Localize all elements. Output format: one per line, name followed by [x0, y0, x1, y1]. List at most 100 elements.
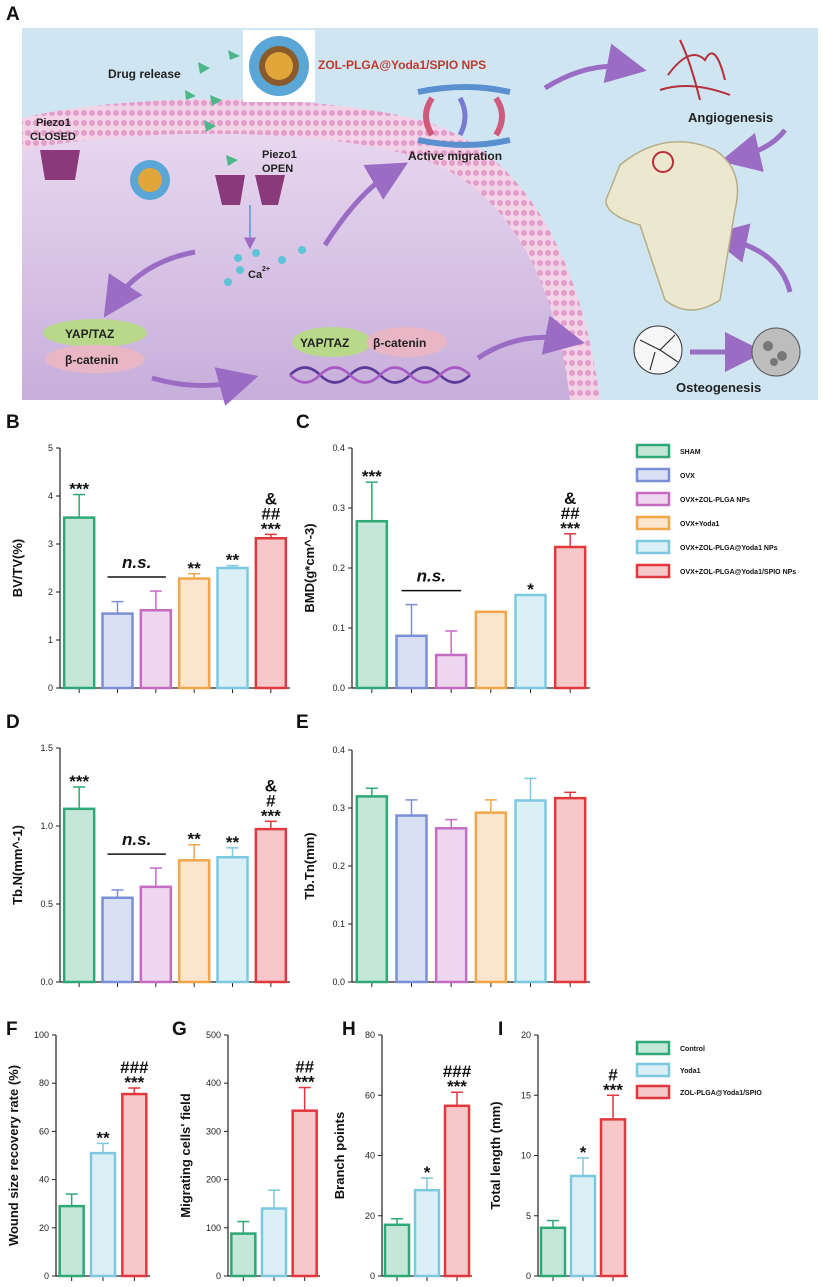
y-tick-label: 0.4 [332, 745, 345, 755]
y-tick-label: 0.4 [332, 443, 345, 453]
bar-c-1 [395, 634, 428, 690]
chart-panel-g: G 0 100 200 300 400 500 Migrating cells' field *… [172, 1019, 320, 1281]
legend-label-top-1: OVX [680, 473, 695, 480]
beta-catenin-label-2: β-catenin [373, 336, 426, 350]
significance-label: *** [261, 519, 281, 538]
schematic-panel: A ZOL-PLGA@Yoda1/SPIO NPS Drug release P… [6, 4, 818, 406]
significance-label: *** [261, 806, 281, 825]
y-tick-label: 3 [48, 539, 53, 549]
yap-taz-badge-2 [292, 327, 372, 357]
bar-f-2 [121, 1092, 148, 1278]
chart-panel-c: C0.00.10.20.30.4BMD(g*cm^-3)*******##&n.… [296, 412, 590, 693]
y-tick-label: 0.1 [332, 919, 345, 929]
pathway-arrows [103, 43, 793, 406]
significance-label: * [580, 1143, 587, 1162]
y-tick-label: 0 [526, 1271, 531, 1281]
y-axis-label: BV/TV(%) [10, 539, 25, 598]
significance-label: ** [226, 551, 240, 570]
angiogenesis-label: Angiogenesis [688, 110, 773, 125]
chart-panel-e: E 0.0 0.1 0.2 0.3 0.4 Tb.Tn(mm) [296, 712, 590, 987]
y-tick-label: 5 [526, 1211, 531, 1221]
piezo-closed-label-1: Piezo1 [36, 117, 71, 129]
chart-panel-f: F 0 20 40 60 80 100 Wound size recovery rate (%… [6, 1019, 150, 1281]
y-tick-label: 0 [48, 683, 53, 693]
legend-swatch-bottom-0 [635, 1040, 671, 1056]
y-tick-label: 0.0 [332, 977, 345, 987]
panel-letter-i: I [498, 1019, 503, 1040]
np-title: ZOL-PLGA@Yoda1/SPIO NPS [318, 58, 486, 72]
significance-label: ** [188, 559, 202, 578]
bar-c-3 [474, 610, 508, 690]
significance-label: *** [295, 1073, 315, 1092]
bar-b-4 [216, 566, 249, 690]
bar-c-4 [514, 593, 547, 690]
bar-d-3 [177, 859, 211, 984]
y-tick-label: 20 [521, 1030, 531, 1040]
yap-taz-label-1: YAP/TAZ [65, 327, 114, 341]
y-tick-label: 0.5 [40, 899, 53, 909]
bar-f-1 [89, 1151, 117, 1278]
y-tick-label: 15 [521, 1090, 531, 1100]
bar-g-1 [260, 1207, 288, 1278]
legend-label-top-5: OVX+ZOL-PLGA@Yoda1/SPIO NPs [680, 569, 796, 576]
ns-label: n.s. [122, 830, 151, 849]
piezo-closed-label-2: CLOSED [30, 131, 76, 143]
y-axis-label: BMD(g*cm^-3) [302, 523, 317, 612]
bar-b-1 [101, 612, 134, 690]
y-tick-label: 0.1 [332, 623, 345, 633]
panel-letter-b: B [6, 412, 20, 433]
y-axis-label: Migrating cells' field [178, 1093, 193, 1218]
legends-layer: SHAM OVX OVX+ZOL-PLGA NPs OVX+Yoda1 OVX+ZOL-… [635, 443, 796, 1100]
bar-e-3 [474, 811, 508, 984]
bar-d-1 [101, 896, 134, 984]
y-tick-label: 0.0 [40, 977, 53, 987]
bar-e-0 [355, 795, 389, 984]
bar-e-1 [395, 814, 428, 984]
bar-c-2 [434, 653, 468, 690]
skull-icon [605, 141, 739, 311]
bar-g-0 [230, 1232, 257, 1278]
piezo-closed-icon [40, 150, 80, 180]
significance-label: & [265, 776, 277, 795]
bar-i-0 [539, 1226, 567, 1278]
significance-label: ** [96, 1128, 110, 1147]
migration-icon [417, 84, 511, 148]
calcium-superscript: 2+ [262, 266, 270, 273]
bar-c-0 [355, 519, 389, 690]
bar-h-2 [443, 1104, 471, 1278]
significance-label: *** [69, 772, 89, 791]
significance-label: *** [124, 1073, 144, 1092]
yap-taz-label-2: YAP/TAZ [300, 336, 349, 350]
bar-d-4 [216, 855, 249, 984]
y-tick-label: 100 [34, 1030, 49, 1040]
y-axis-label: Tb.Tn(mm) [302, 832, 317, 899]
y-tick-label: 4 [48, 491, 53, 501]
y-tick-label: 10 [521, 1151, 531, 1161]
panel-letter-f: F [6, 1019, 18, 1040]
significance-label: ## [261, 504, 280, 523]
bar-d-0 [62, 807, 96, 984]
significance-label: *** [69, 480, 89, 499]
legend-label-top-3: OVX+Yoda1 [680, 521, 719, 528]
significance-label: & [564, 489, 576, 508]
legend-swatch-top-3 [635, 515, 671, 531]
legend-label-bottom-2: ZOL-PLGA@Yoda1/SPIO [680, 1090, 762, 1097]
blood-vessel-icon [659, 39, 731, 101]
panel-letter-h: H [342, 1019, 356, 1040]
y-tick-label: 0 [370, 1271, 375, 1281]
bar-i-1 [569, 1174, 597, 1278]
piezo-open-label-1: Piezo1 [262, 149, 297, 161]
y-tick-label: 0.2 [332, 563, 345, 573]
calcium-label: Ca [248, 269, 263, 281]
significance-label: ** [226, 833, 240, 852]
y-tick-label: 0.2 [332, 861, 345, 871]
bar-g-2 [291, 1109, 318, 1278]
significance-label: ## [295, 1058, 314, 1077]
bar-f-0 [58, 1204, 85, 1278]
beta-catenin-label-1: β-catenin [65, 353, 118, 367]
legend-swatch-top-5 [635, 563, 671, 579]
